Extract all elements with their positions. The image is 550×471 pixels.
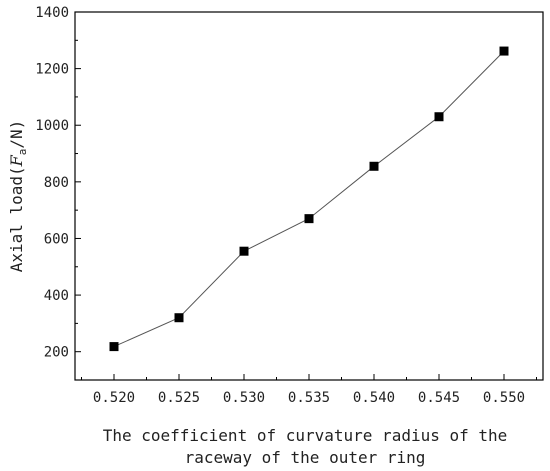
x-tick-label: 0.530 (223, 390, 265, 406)
labels-layer: 200 400 600 800 1000 1200 1400 0.520 0.525 0.530 0… (35, 5, 525, 406)
data-point-marker (369, 161, 379, 171)
x-tick-label: 0.525 (158, 390, 200, 406)
y-axis-title-prefix: Axial load( (7, 166, 26, 272)
ticks (75, 11, 537, 381)
y-tick-label: 200 (44, 345, 69, 361)
data-point-marker (499, 46, 509, 56)
y-axis-title-suffix: /N) (7, 120, 26, 149)
series-line (113, 50, 505, 348)
x-axis-title-line-2: raceway of the outer ring (185, 448, 426, 467)
x-tick-label: 0.545 (418, 390, 460, 406)
y-tick-label: 1400 (35, 5, 69, 21)
y-tick-label: 600 (44, 231, 69, 247)
x-tick-label: 0.550 (483, 390, 525, 406)
y-tick-label: 1000 (35, 118, 69, 134)
data-point-marker (174, 313, 184, 323)
y-tick-label: 1200 (35, 62, 69, 78)
x-axis-title-line-1: The coefficient of curvature radius of t… (103, 426, 508, 445)
series-line-layer (113, 50, 505, 348)
plot-frame (74, 11, 544, 381)
data-point-marker (304, 214, 314, 224)
data-point-marker (239, 246, 249, 256)
data-point-marker (434, 112, 444, 122)
markers-layer (109, 46, 509, 352)
y-tick-label: 400 (44, 288, 69, 304)
data-point-marker (109, 342, 119, 352)
x-tick-label: 0.535 (288, 390, 330, 406)
y-axis-title-var: F (7, 154, 26, 167)
y-axis-title: Axial load(Fa/N) (7, 120, 29, 273)
y-tick-label: 800 (44, 175, 69, 191)
y-axis-title-sub: a (16, 149, 29, 156)
x-tick-label: 0.520 (93, 390, 135, 406)
x-tick-label: 0.540 (353, 390, 395, 406)
